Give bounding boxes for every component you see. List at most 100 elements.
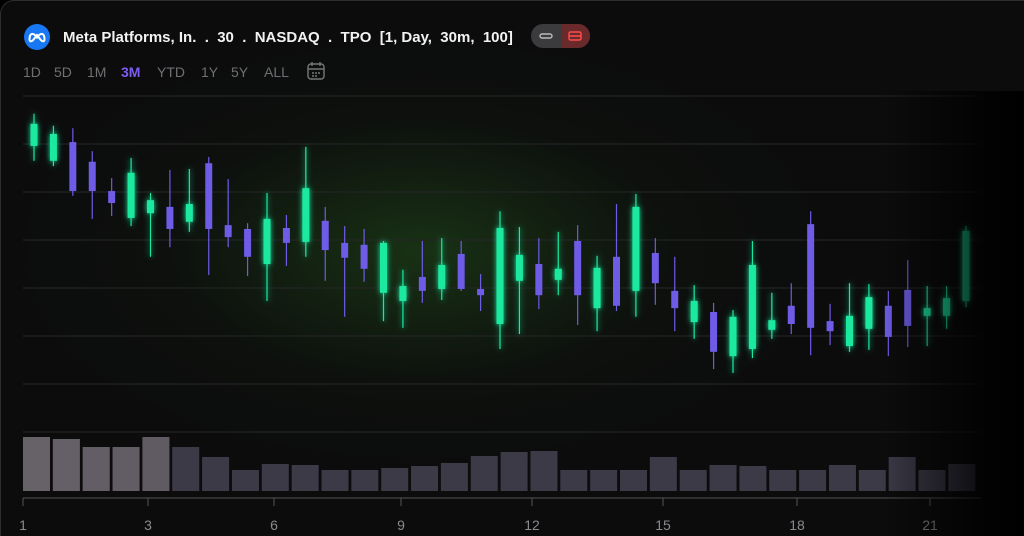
x-tick-label: 9 bbox=[397, 517, 405, 533]
volume-bar bbox=[470, 456, 498, 491]
volume-bar bbox=[799, 470, 827, 491]
range-button[interactable]: 5D bbox=[54, 64, 72, 80]
range-button[interactable]: ALL bbox=[264, 64, 289, 80]
candle-body bbox=[613, 256, 620, 306]
volume-bar bbox=[828, 465, 856, 491]
candle bbox=[904, 260, 912, 348]
candle bbox=[438, 238, 446, 300]
candle bbox=[846, 283, 853, 352]
volume-bar bbox=[321, 470, 349, 491]
candle bbox=[923, 286, 931, 347]
x-tick-label: 12 bbox=[524, 517, 540, 533]
candle bbox=[477, 274, 485, 312]
view-toggle[interactable] bbox=[531, 24, 590, 48]
candle bbox=[865, 284, 873, 350]
candle-body bbox=[943, 298, 951, 316]
candle-body bbox=[457, 253, 465, 289]
candle bbox=[108, 178, 116, 216]
candle-body bbox=[748, 264, 756, 349]
header: Meta Platforms, In. . 30 . NASDAQ . TPO … bbox=[23, 23, 513, 51]
candle bbox=[729, 310, 737, 373]
candle bbox=[166, 169, 174, 248]
candle-body bbox=[244, 228, 252, 257]
range-button[interactable]: 5Y bbox=[231, 64, 249, 80]
candle-body bbox=[846, 315, 853, 347]
volume-bar bbox=[739, 466, 767, 491]
candle bbox=[710, 302, 718, 370]
candle-body bbox=[438, 264, 446, 289]
candle bbox=[457, 240, 465, 291]
candle bbox=[30, 113, 38, 161]
x-tick-label: 6 bbox=[270, 517, 278, 533]
candle bbox=[69, 128, 77, 196]
volume-bar bbox=[500, 452, 528, 491]
candle-body bbox=[166, 206, 174, 229]
volume-bar bbox=[590, 470, 618, 491]
candle bbox=[748, 240, 756, 359]
candle-body bbox=[651, 252, 659, 284]
candle-body bbox=[865, 297, 873, 329]
volume-bar bbox=[918, 470, 946, 491]
candle bbox=[282, 215, 290, 266]
volume-bar bbox=[172, 447, 200, 491]
volume-bar bbox=[709, 465, 737, 491]
calendar-icon[interactable] bbox=[307, 62, 325, 80]
volume-bar bbox=[440, 463, 468, 491]
range-button[interactable]: 1Y bbox=[201, 64, 219, 80]
range-button[interactable]: 1D bbox=[23, 64, 41, 80]
meta-logo bbox=[24, 24, 50, 50]
candle-body bbox=[302, 188, 310, 242]
volume-bar bbox=[351, 470, 379, 491]
candle-body bbox=[127, 172, 135, 218]
candle bbox=[185, 168, 193, 232]
range-button[interactable]: 1M bbox=[87, 64, 107, 80]
volume-bar-highlight bbox=[112, 447, 140, 491]
title: Meta Platforms, In. . 30 . NASDAQ . TPO … bbox=[63, 28, 513, 46]
candle-body bbox=[904, 289, 912, 326]
volume-bar bbox=[888, 457, 916, 491]
x-tick-label: 21 bbox=[922, 517, 938, 533]
candle bbox=[593, 255, 601, 332]
candle bbox=[399, 269, 407, 328]
range-button[interactable]: YTD bbox=[157, 64, 185, 80]
volume-bar bbox=[411, 466, 439, 491]
x-tick-label: 3 bbox=[144, 517, 152, 533]
candle bbox=[651, 238, 659, 305]
candle-body bbox=[88, 161, 96, 192]
candle bbox=[690, 285, 698, 339]
candle-body bbox=[554, 268, 562, 280]
candle bbox=[943, 286, 951, 329]
candle-body bbox=[884, 305, 892, 337]
candle-body bbox=[768, 320, 776, 330]
candle-body bbox=[574, 240, 582, 296]
volume-bar-highlight bbox=[82, 447, 110, 491]
candle-body bbox=[826, 321, 834, 332]
candle-body bbox=[224, 225, 232, 238]
candle-body bbox=[496, 228, 504, 324]
volume-bar-highlight bbox=[52, 439, 80, 491]
candle-body bbox=[341, 242, 349, 258]
candle bbox=[962, 226, 970, 308]
candle bbox=[496, 211, 504, 349]
candle bbox=[515, 227, 523, 335]
candle bbox=[127, 157, 135, 227]
candle-body bbox=[632, 206, 640, 291]
candle-body bbox=[477, 288, 485, 296]
candle-body bbox=[923, 308, 931, 316]
candle-body bbox=[380, 242, 387, 293]
volume-bar bbox=[291, 465, 319, 491]
candle bbox=[224, 179, 232, 248]
volume-bar-highlight bbox=[142, 437, 170, 491]
candle bbox=[787, 283, 795, 335]
range-button[interactable]: 3M bbox=[121, 64, 141, 80]
volume-bar bbox=[858, 470, 886, 491]
candle-body bbox=[69, 142, 77, 192]
volume-bar bbox=[560, 470, 588, 491]
candle bbox=[302, 146, 310, 257]
candle-body bbox=[147, 200, 154, 214]
volume-bar bbox=[649, 457, 677, 491]
candle bbox=[360, 228, 368, 282]
candle bbox=[380, 240, 387, 322]
